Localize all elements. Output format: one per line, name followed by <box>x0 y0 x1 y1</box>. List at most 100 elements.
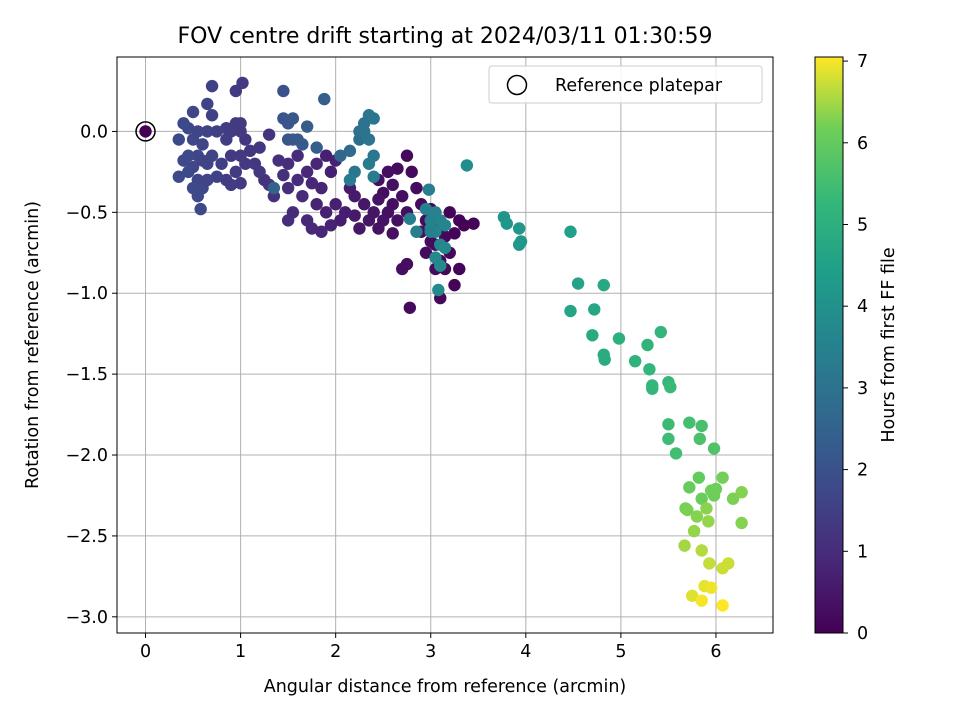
data-point <box>735 516 748 530</box>
data-point <box>367 170 380 183</box>
colorbar-tick-label: 6 <box>857 134 868 154</box>
y-tick-label: 0.0 <box>80 122 108 142</box>
data-point <box>381 165 395 179</box>
data-point <box>500 217 513 230</box>
data-point <box>700 502 713 515</box>
data-point <box>512 238 526 251</box>
data-point <box>234 125 247 138</box>
x-tick-label: 1 <box>235 642 246 662</box>
data-point <box>424 225 437 238</box>
colorbar-tick-label: 3 <box>857 379 868 399</box>
data-point <box>405 165 418 179</box>
data-point <box>248 157 262 170</box>
data-point <box>396 189 409 203</box>
data-point <box>291 173 304 187</box>
data-point <box>571 277 585 290</box>
data-point <box>460 159 474 172</box>
data-point <box>220 121 233 135</box>
data-point <box>182 165 195 179</box>
data-point <box>438 219 452 232</box>
data-point <box>683 416 696 429</box>
data-point <box>678 539 691 552</box>
data-point <box>319 149 333 162</box>
data-point <box>443 206 456 219</box>
x-tick-label: 3 <box>425 642 436 662</box>
data-point <box>281 214 295 227</box>
data-point <box>512 222 526 235</box>
data-point <box>224 149 238 162</box>
data-point <box>693 432 706 446</box>
data-point <box>310 157 323 170</box>
data-point <box>695 419 708 433</box>
y-axis-ticks: 0.0 −0.5 −1.0 −1.5 −2.0 −2.5 −3.0 <box>66 122 117 628</box>
data-point <box>343 144 357 158</box>
data-point <box>662 418 675 431</box>
data-point <box>707 442 721 455</box>
data-point <box>702 515 715 528</box>
data-point <box>586 329 599 342</box>
data-point <box>419 246 433 259</box>
data-point <box>643 363 656 376</box>
data-point <box>315 225 328 238</box>
data-point <box>291 149 304 162</box>
data-point <box>716 599 729 612</box>
data-point <box>372 193 385 206</box>
x-axis-ticks: 0 1 2 3 4 5 6 <box>140 633 722 662</box>
data-point <box>234 149 247 162</box>
data-point <box>243 144 257 158</box>
data-point <box>305 222 319 235</box>
data-point <box>300 165 314 179</box>
data-point <box>403 301 417 314</box>
data-point <box>224 178 238 192</box>
data-point <box>281 157 295 170</box>
data-point <box>457 219 471 232</box>
data-point <box>726 492 740 505</box>
data-point <box>191 189 205 203</box>
reference-marker <box>135 121 156 142</box>
data-point <box>391 162 404 175</box>
colorbar-tick-label: 1 <box>857 542 868 562</box>
y-tick-label: −1.5 <box>66 365 109 385</box>
data-point <box>201 125 214 138</box>
data-point <box>277 168 290 182</box>
data-point <box>177 154 190 167</box>
data-point <box>467 217 480 230</box>
data-point <box>434 259 447 272</box>
data-point <box>324 165 338 179</box>
x-tick-label: 0 <box>140 642 151 662</box>
data-point <box>367 112 380 125</box>
data-points <box>139 76 748 612</box>
data-point <box>628 354 642 368</box>
data-point <box>448 227 461 240</box>
data-point <box>703 557 716 570</box>
data-point <box>205 149 219 162</box>
data-point <box>400 257 414 271</box>
data-point <box>315 181 328 195</box>
data-point <box>310 141 323 154</box>
data-point <box>305 177 319 190</box>
data-point <box>564 225 577 238</box>
data-point <box>654 325 668 339</box>
colorbar-tick-label: 4 <box>857 297 868 317</box>
data-point <box>319 206 333 219</box>
colorbar-label: Hours from first FF file <box>879 247 899 442</box>
data-point <box>422 183 436 196</box>
data-point <box>324 219 338 232</box>
data-point <box>205 109 219 122</box>
data-point <box>403 212 417 225</box>
data-point <box>296 138 309 151</box>
colorbar-tick-label: 7 <box>857 52 868 72</box>
data-point <box>424 235 437 248</box>
data-point <box>334 149 347 162</box>
colorbar-ticks: 0 1 2 3 4 5 6 7 <box>843 52 868 644</box>
data-point <box>296 189 309 203</box>
data-point <box>229 165 243 179</box>
data-point <box>419 202 433 216</box>
data-point <box>662 432 675 446</box>
data-point <box>735 486 748 499</box>
data-point <box>172 133 185 146</box>
data-point <box>286 112 300 125</box>
colorbar-gradient <box>814 56 844 634</box>
data-point <box>329 198 342 211</box>
legend-box <box>488 65 763 104</box>
